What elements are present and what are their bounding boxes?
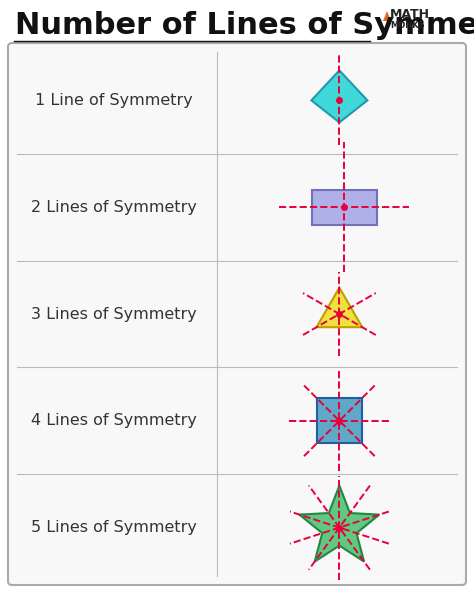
Text: 5 Lines of Symmetry: 5 Lines of Symmetry bbox=[31, 520, 197, 535]
Text: Number of Lines of Symmetry: Number of Lines of Symmetry bbox=[15, 12, 474, 41]
Text: MATH: MATH bbox=[390, 8, 430, 21]
Bar bbox=[317, 398, 362, 444]
Text: 3 Lines of Symmetry: 3 Lines of Symmetry bbox=[31, 306, 197, 322]
Text: 1 Line of Symmetry: 1 Line of Symmetry bbox=[36, 93, 193, 108]
Bar bbox=[312, 190, 377, 224]
Text: 4 Lines of Symmetry: 4 Lines of Symmetry bbox=[31, 413, 197, 428]
Polygon shape bbox=[311, 71, 367, 123]
Text: 2 Lines of Symmetry: 2 Lines of Symmetry bbox=[31, 200, 197, 215]
Polygon shape bbox=[383, 11, 391, 21]
Text: MONKS: MONKS bbox=[390, 22, 425, 31]
Polygon shape bbox=[300, 485, 379, 561]
Polygon shape bbox=[317, 287, 362, 327]
FancyBboxPatch shape bbox=[8, 43, 466, 585]
